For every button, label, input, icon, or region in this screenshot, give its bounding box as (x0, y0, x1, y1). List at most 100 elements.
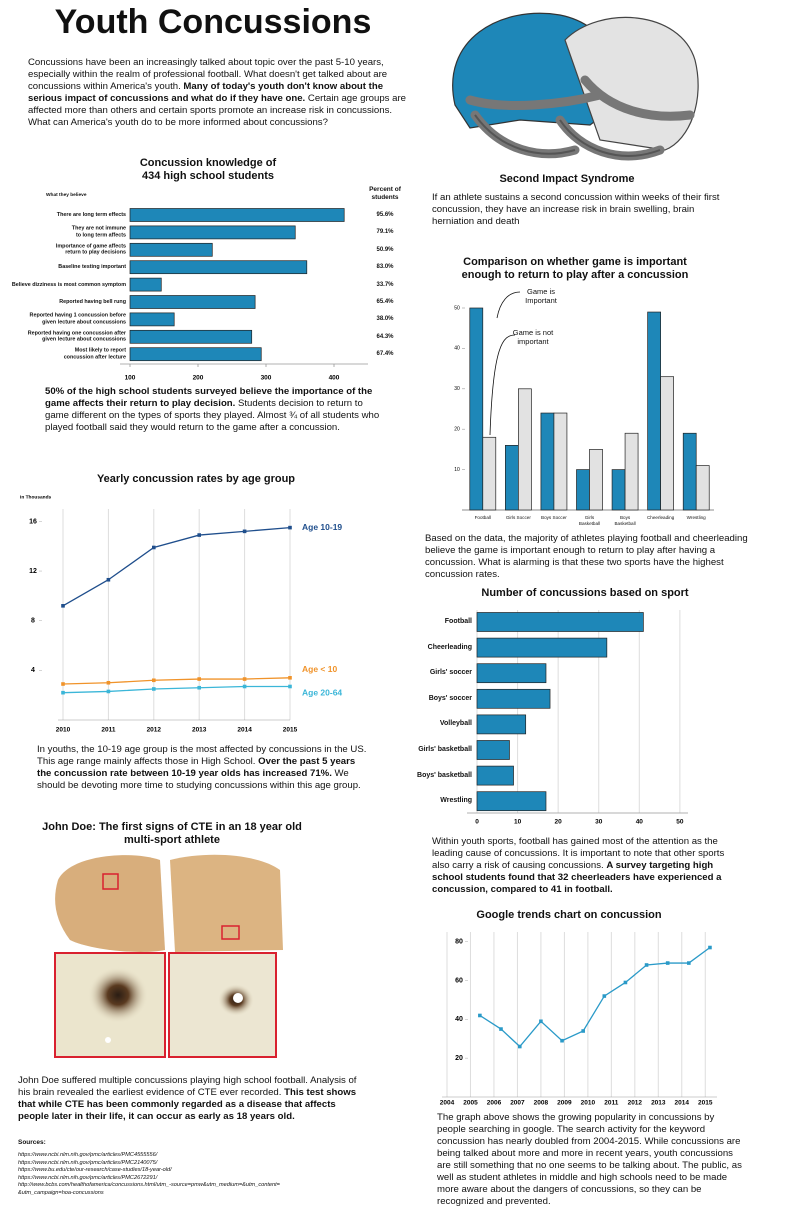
x-tick-label: 400 (329, 375, 340, 382)
series-line (62, 677, 291, 685)
x-tick-label: 2011 (101, 727, 115, 734)
category-label: They are not immune to long term affects (71, 225, 126, 239)
series-label: Age 20-64 (302, 688, 342, 698)
x-tick-label: 2014 (675, 1100, 690, 1107)
category-label: Baseline testing important (58, 263, 126, 270)
x-tick-label: 2010 (581, 1100, 596, 1107)
text: In youths, the 10-19 age group is the mo… (37, 744, 367, 767)
category-label: Cheerleading (427, 643, 472, 651)
x-tick-label: 300 (261, 375, 272, 382)
y-tick-label: 10 (454, 467, 460, 473)
bar (476, 663, 547, 684)
annotation: Game is Important (525, 287, 557, 305)
point (581, 1029, 585, 1033)
point (242, 684, 247, 689)
x-tick-label: 2007 (510, 1100, 525, 1107)
point (152, 687, 156, 691)
bar (476, 791, 547, 812)
bar (505, 445, 519, 511)
text: Within youth sports, football has gained… (432, 836, 725, 871)
point (61, 604, 65, 608)
category-label: Girls' basketball (418, 746, 472, 753)
bar (660, 376, 674, 511)
column-header: What they believe (46, 193, 87, 198)
text: Over the past 5 years the concussion rat… (37, 756, 356, 779)
x-tick-label: 2008 (534, 1100, 549, 1107)
point (197, 685, 201, 690)
bar (129, 225, 296, 240)
category-label: Wrestling (440, 797, 472, 805)
x-tick-label: Girls Basketball (578, 515, 601, 526)
bar (469, 307, 484, 511)
point (665, 961, 670, 965)
column-header: Percent of students (369, 186, 401, 201)
x-tick-label: Cheerleading (646, 515, 675, 520)
point (106, 689, 111, 694)
series-line (62, 685, 290, 694)
point (152, 545, 156, 550)
category-label: Reported having one concussion after giv… (27, 330, 126, 343)
point (499, 1027, 503, 1031)
point (106, 680, 111, 685)
y-tick-label: 12 (29, 568, 37, 575)
source-url: https://www.ncbi.nlm.nih.gov/pmc/article… (18, 1159, 158, 1166)
paragraph: In youths, the 10-19 age group is the mo… (37, 744, 367, 792)
category-label: Football (444, 618, 472, 625)
y-tick-label: 40 (455, 1016, 463, 1023)
bar (129, 329, 253, 344)
paragraph: Within youth sports, football has gained… (432, 836, 737, 896)
point (708, 945, 712, 950)
paragraph: If an athlete sustains a second concussi… (432, 192, 720, 227)
bar (129, 277, 162, 292)
category-label: There are long term effects (56, 211, 126, 218)
value-label: 50.9% (376, 246, 394, 253)
paragraph: John Doe suffered multiple concussions p… (18, 1075, 368, 1123)
bar (476, 714, 527, 735)
bar (647, 311, 661, 511)
x-tick-label: 2011 (604, 1100, 618, 1107)
bar (553, 412, 568, 511)
bar (129, 295, 256, 309)
text: This test shows that while CTE has been … (18, 1087, 357, 1122)
y-tick-label: 20 (454, 427, 460, 433)
category-label: Reported having 1 concussion before give… (29, 312, 126, 326)
point (602, 994, 607, 998)
category-label: Boys' basketball (417, 771, 472, 779)
x-tick-label: 20 (555, 819, 563, 826)
category-label: Boys' soccer (428, 694, 472, 702)
bar (476, 740, 510, 760)
y-tick-label: 16 (29, 518, 37, 525)
bar (129, 208, 345, 222)
y-tick-label: 50 (454, 305, 460, 311)
x-tick-label: 2015 (283, 727, 298, 734)
x-tick-label: 2013 (651, 1100, 666, 1107)
chart-title: Google trends chart on concussion (476, 909, 662, 921)
x-tick-label: 2012 (628, 1100, 643, 1107)
value-label: 38.0% (376, 316, 394, 323)
category-label: Believe dizziness is most common symptom (11, 281, 126, 288)
bar (476, 765, 514, 786)
x-tick-label: 100 (125, 375, 136, 382)
source-url: https://www.bu.edu/cte/our-research/case… (18, 1167, 172, 1174)
sources: https://www.ncbi.nlm.nih.gov/pmc/article… (18, 1152, 280, 1198)
x-tick-label: 50 (676, 819, 684, 826)
point (288, 525, 292, 530)
text: John Doe suffered multiple concussions p… (18, 1075, 357, 1098)
x-tick-label: 30 (595, 819, 603, 826)
x-tick-label: 2010 (56, 727, 71, 734)
series-label: Age 10-19 (302, 522, 342, 532)
bar (476, 612, 644, 632)
bar (482, 436, 497, 511)
point (644, 963, 649, 967)
sources-label: Sources: (18, 1139, 46, 1146)
series-line (479, 947, 711, 1048)
series-line (62, 526, 291, 607)
bar (695, 465, 710, 511)
bar (476, 637, 608, 658)
series-label: Age < 10 (302, 664, 337, 674)
value-label: 65.4% (376, 299, 394, 305)
value-label: 67.4% (376, 351, 394, 358)
text: Concussions have been an increasingly ta… (28, 57, 388, 92)
